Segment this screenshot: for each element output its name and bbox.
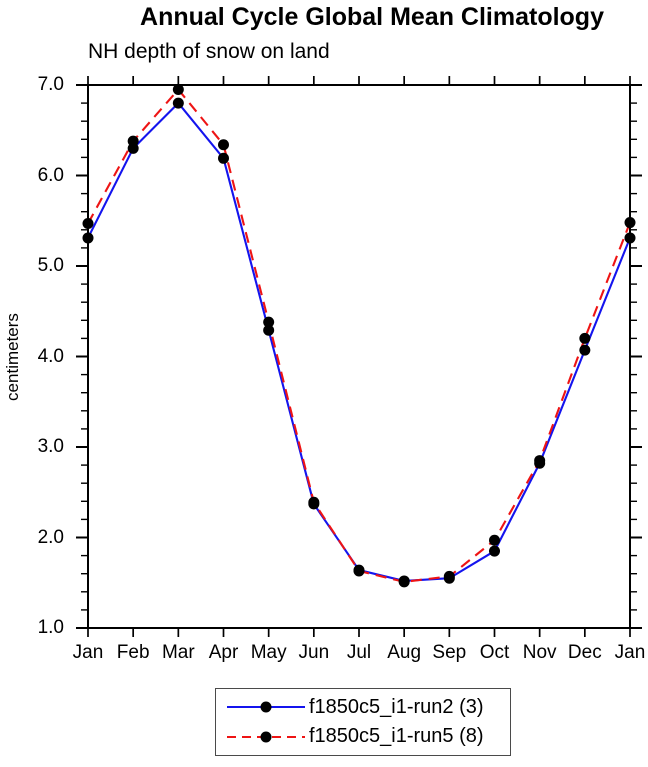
- y-tick-label: 5.0: [37, 255, 64, 276]
- x-tick-label: Jan: [614, 642, 646, 663]
- legend-label-run5: f1850c5_i1-run5 (8): [309, 725, 484, 748]
- y-tick-label: 6.0: [37, 164, 64, 186]
- x-tick-label: Jun: [298, 642, 330, 663]
- x-tick-label: Feb: [116, 642, 150, 663]
- x-tick-label: Jul: [346, 642, 372, 663]
- x-tick-label: Dec: [567, 642, 602, 663]
- x-tick-label: Oct: [479, 642, 510, 663]
- x-tick-label: Jan: [72, 642, 104, 663]
- y-tick-label: 1.0: [37, 617, 64, 638]
- y-tick-label: 7.0: [37, 74, 64, 95]
- chart-title: Annual Cycle Global Mean Climatology: [140, 3, 604, 31]
- x-tick-label: Apr: [208, 642, 239, 663]
- x-tick-label: Sep: [432, 642, 467, 663]
- legend-label-run2: f1850c5_i1-run2 (3): [309, 695, 484, 718]
- x-tick-label: May: [250, 642, 287, 663]
- y-tick-label: 4.0: [37, 345, 64, 367]
- legend-line-run2-icon: [227, 701, 305, 713]
- x-tick-label: Mar: [161, 642, 195, 663]
- legend-item-run2: f1850c5_i1-run2 (3): [216, 696, 510, 719]
- y-tick-label: 3.0: [37, 436, 64, 457]
- legend: f1850c5_i1-run2 (3) f1850c5_i1-run5 (8): [215, 688, 511, 756]
- x-tick-label: Aug: [387, 642, 422, 663]
- legend-line-run5-icon: [227, 731, 305, 743]
- y-tick-label: 2.0: [37, 526, 64, 548]
- plot-area: [76, 76, 642, 637]
- legend-item-run5: f1850c5_i1-run5 (8): [216, 725, 510, 748]
- chart-subtitle: NH depth of snow on land: [88, 40, 330, 63]
- x-tick-label: Nov: [522, 642, 557, 663]
